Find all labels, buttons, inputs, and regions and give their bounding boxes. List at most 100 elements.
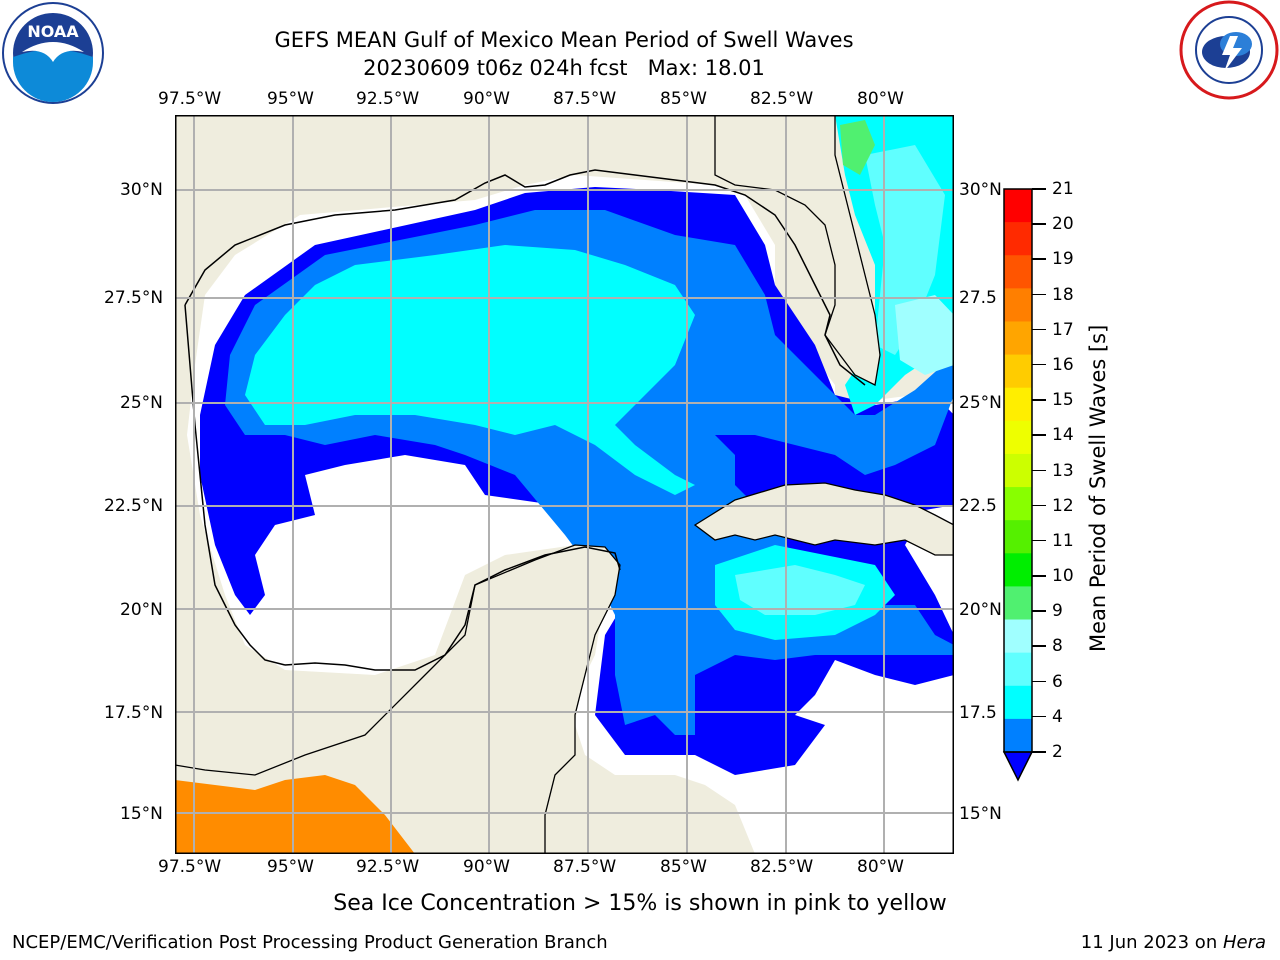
lon-tick-top: 90°W: [463, 89, 510, 109]
lat-tick-left: 27.5°N: [104, 288, 164, 308]
colorbar-tick-label: 11: [1052, 530, 1074, 551]
colorbar-tick-label: 20: [1052, 214, 1074, 235]
lon-tick-bottom: 82.5°W: [750, 857, 814, 877]
noaa-logo: NOAA: [2, 2, 104, 104]
colorbar-tick-label: 21: [1052, 179, 1074, 199]
colorbar-tick-mark: [1032, 399, 1046, 401]
noaa-logo-text: NOAA: [27, 22, 79, 41]
lat-tick-right: 20°N: [959, 600, 1002, 620]
lon-tick-top: 97.5°W: [158, 89, 222, 109]
gulf-of-mexico-map: [175, 115, 954, 854]
colorbar-segment: [1004, 487, 1032, 521]
swell-band-10-11s-north: [840, 120, 875, 175]
colorbar-tick-mark: [1032, 680, 1046, 683]
colorbar-tick-mark: [1032, 328, 1046, 331]
footer-date: 11 Jun 2023 on Hera: [1081, 932, 1266, 953]
north-gulf-coastline: [184, 169, 866, 386]
lon-tick-bottom: 85°W: [660, 857, 707, 877]
lat-tick-left: 25°N: [120, 393, 163, 413]
swell-band-8-9s-caribbean: [735, 565, 865, 615]
colorbar-segment: [1004, 453, 1032, 488]
yucatan-landmass: [175, 544, 621, 854]
colorbar-tick-mark: [1032, 504, 1046, 507]
footer-credit: NCEP/EMC/Verification Post Processing Pr…: [12, 932, 608, 953]
colorbar-tick-label: 15: [1052, 390, 1074, 411]
lon-tick-bottom: 95°W: [267, 857, 314, 877]
lat-tick-right: 17.5: [959, 703, 997, 723]
colorbar-segment: [1004, 321, 1032, 356]
colorbar-tick-label: 9: [1052, 601, 1063, 622]
colorbar-segment: [1004, 553, 1032, 587]
cuba-landmass: [693, 482, 954, 556]
lat-tick-left: 15°N: [120, 804, 163, 824]
colorbar-tick-label: 12: [1052, 495, 1074, 516]
colorbar-tick-mark: [1032, 293, 1046, 296]
colorbar-tick-label: 2: [1052, 742, 1063, 762]
colorbar-segment: [1004, 685, 1032, 720]
colorbar-tick-mark: [1032, 363, 1046, 366]
colorbar-tick-mark: [1032, 715, 1046, 718]
lat-tick-right: 30°N: [959, 180, 1002, 200]
colorbar-segment: [1004, 354, 1032, 389]
map-frame: [175, 115, 954, 854]
colorbar-tick-label: 4: [1052, 706, 1063, 727]
colorbar-segment: [1004, 189, 1032, 223]
lon-tick-bottom: 80°W: [857, 857, 904, 877]
lat-tick-right: 25°N: [959, 393, 1002, 413]
lon-tick-bottom: 97.5°W: [158, 857, 222, 877]
footer-date-text: 11 Jun 2023 on: [1080, 932, 1223, 953]
swell-band-6-8s: [245, 245, 695, 495]
colorbar-tick-mark: [1032, 751, 1046, 753]
colorbar-tick-label: 16: [1052, 354, 1074, 375]
lon-tick-top: 80°W: [857, 89, 904, 109]
colorbar-tick-label: 6: [1052, 671, 1063, 692]
footer-host: Hera: [1222, 932, 1266, 953]
colorbar-tick-mark: [1032, 469, 1046, 471]
colorbar-segment: [1004, 718, 1032, 753]
sea-ice-note: Sea Ice Concentration > 15% is shown in …: [333, 891, 947, 916]
colorbar-tick-mark: [1032, 434, 1046, 436]
colorbar-tick-label: 8: [1052, 636, 1063, 657]
colorbar-tick-mark: [1032, 258, 1046, 260]
colorbar-segment: [1004, 420, 1032, 455]
lon-tick-top: 82.5°W: [750, 89, 814, 109]
colorbar-extend-arrow: [1002, 751, 1034, 782]
colorbar-segment: [1004, 222, 1032, 256]
colorbar-segment: [1004, 288, 1032, 322]
lat-tick-right: 27.5: [959, 288, 997, 308]
colorbar-segment: [1004, 387, 1032, 422]
yucatan-coastline: [284, 546, 621, 671]
colorbar-tick-mark: [1032, 223, 1046, 225]
colorbar-segment: [1004, 586, 1032, 621]
colorbar-label: Mean Period of Swell Waves [s]: [1086, 324, 1110, 652]
colorbar-tick-label: 18: [1052, 284, 1074, 305]
colorbar-segment: [1004, 520, 1032, 554]
map-subtitle: 20230609 t06z 024h fcst Max: 18.01: [363, 56, 765, 80]
colorbar-tick-mark: [1032, 645, 1046, 647]
lat-tick-left: 30°N: [120, 180, 163, 200]
florida-peninsula: [714, 115, 881, 386]
colorbar-segment: [1004, 255, 1032, 289]
lon-tick-bottom: 92.5°W: [356, 857, 420, 877]
map-title: GEFS MEAN Gulf of Mexico Mean Period of …: [274, 28, 854, 52]
colorbar: [1002, 188, 1034, 782]
lon-tick-bottom: 90°W: [463, 857, 510, 877]
lon-tick-top: 87.5°W: [553, 89, 617, 109]
lat-tick-left: 22.5°N: [104, 496, 164, 516]
nws-logo: [1178, 0, 1280, 100]
graticule: [175, 115, 954, 854]
lon-tick-bottom: 87.5°W: [553, 857, 617, 877]
colorbar-segment: [1004, 619, 1032, 654]
lat-tick-left: 17.5°N: [104, 703, 164, 723]
colorbar-tick-label: 19: [1052, 249, 1074, 270]
lat-tick-right: 15°N: [959, 804, 1002, 824]
lat-tick-right: 22.5: [959, 496, 997, 516]
lat-tick-left: 20°N: [120, 600, 163, 620]
swell-band-9-10s-east: [895, 295, 954, 375]
lon-tick-top: 95°W: [267, 89, 314, 109]
lon-tick-top: 85°W: [660, 89, 707, 109]
colorbar-tick-label: 13: [1052, 460, 1074, 481]
swell-band-orange: [175, 775, 415, 854]
colorbar-tick-label: 10: [1052, 566, 1074, 587]
colorbar-segment: [1004, 652, 1032, 687]
